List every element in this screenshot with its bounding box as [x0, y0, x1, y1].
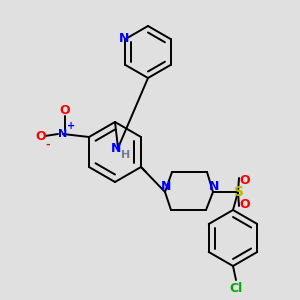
Text: N: N: [111, 142, 121, 154]
Text: +: +: [67, 121, 75, 131]
Text: N: N: [161, 179, 171, 193]
Text: Cl: Cl: [230, 281, 243, 295]
Text: N: N: [58, 129, 68, 139]
Text: O: O: [240, 173, 250, 187]
Text: H: H: [122, 150, 130, 160]
Text: O: O: [240, 197, 250, 211]
Text: O: O: [36, 130, 46, 142]
Text: -: -: [46, 140, 50, 150]
Text: N: N: [119, 32, 130, 46]
Text: S: S: [234, 185, 244, 199]
Text: O: O: [60, 103, 70, 116]
Text: N: N: [209, 179, 219, 193]
